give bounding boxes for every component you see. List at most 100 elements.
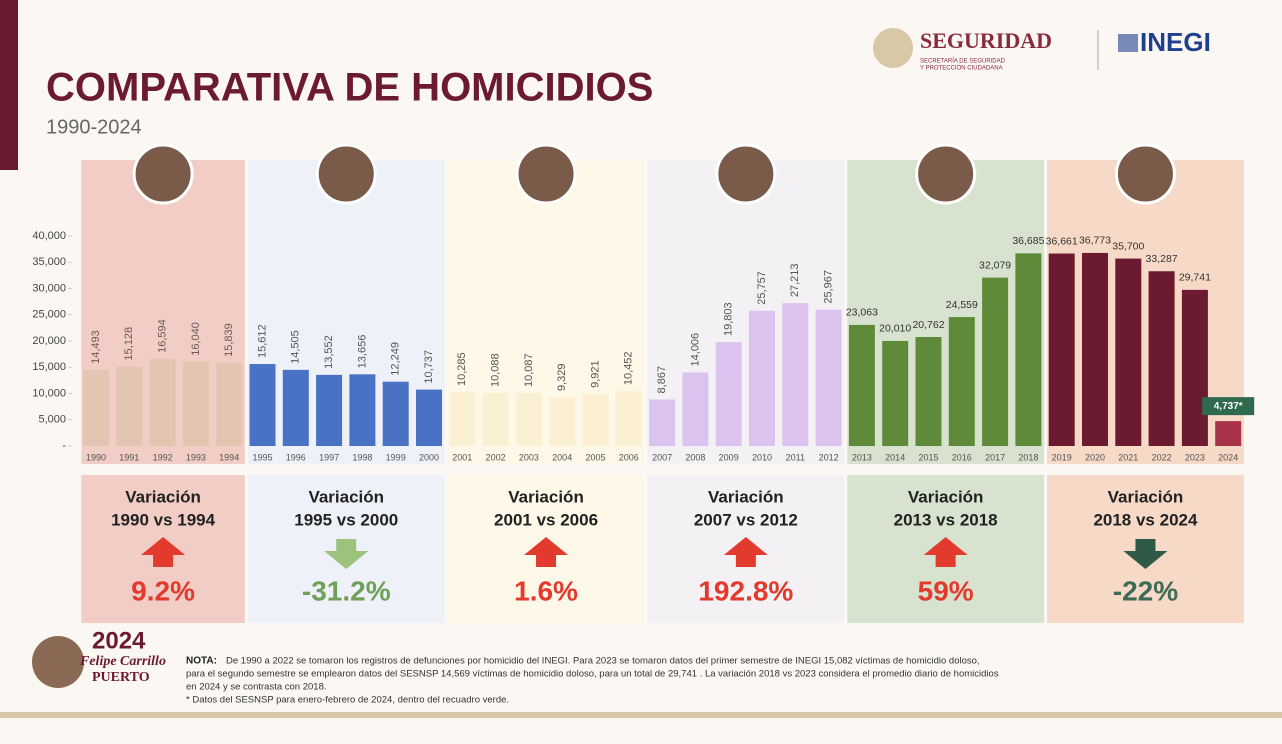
- x-tick-label: 2018: [1018, 452, 1038, 462]
- value-label: 25,757: [756, 271, 768, 305]
- note-label: NOTA:: [186, 656, 217, 667]
- bar: [749, 310, 775, 446]
- x-tick-label: 1996: [286, 452, 306, 462]
- note-line: De 1990 a 2022 se tomaron los registros …: [226, 656, 980, 667]
- x-tick-label: 2007: [652, 452, 672, 462]
- bar: [782, 303, 809, 446]
- x-tick-label: 2019: [1052, 452, 1072, 462]
- bar: [83, 369, 109, 446]
- x-tick-label: 2012: [819, 452, 839, 462]
- value-label: 10,737: [423, 350, 435, 384]
- x-tick-label: 1995: [252, 452, 272, 462]
- chart-title: COMPARATIVA DE HOMICIDIOS: [46, 66, 653, 110]
- x-tick-label: 1991: [119, 452, 139, 462]
- value-label: 27,213: [789, 263, 801, 297]
- logo-year: 2024: [92, 627, 146, 654]
- x-tick-label: 2003: [519, 452, 539, 462]
- bar: [615, 391, 642, 446]
- x-tick-label: 1999: [386, 452, 406, 462]
- x-tick-label: 2015: [918, 452, 938, 462]
- portrait: [132, 143, 194, 205]
- bar: [915, 336, 942, 446]
- x-tick-label: 2010: [752, 452, 772, 462]
- x-tick-label: 2017: [985, 452, 1005, 462]
- value-label: 10,452: [623, 351, 635, 385]
- x-tick-label: 1994: [219, 452, 239, 462]
- comparison-title: Variación: [908, 487, 984, 506]
- comparison-period: 1990 vs 1994: [111, 510, 216, 529]
- bar: [682, 372, 709, 446]
- bar: [1048, 253, 1075, 446]
- value-label: 9,329: [556, 363, 568, 391]
- x-tick-label: 2008: [685, 452, 705, 462]
- bar: [1082, 252, 1108, 446]
- y-tick-label: 5,000: [38, 414, 66, 426]
- logo-sub: SECRETARÍA DE SEGURIDAD: [920, 58, 1006, 65]
- portrait: [915, 143, 977, 205]
- value-label: 23,063: [846, 307, 878, 319]
- comparison-period: 2007 vs 2012: [694, 510, 798, 529]
- inegi-mark: [1118, 34, 1138, 52]
- bar: [1148, 271, 1175, 446]
- x-tick-label: 2022: [1152, 452, 1172, 462]
- value-label: 10,087: [523, 353, 535, 387]
- period-background: [1047, 160, 1244, 464]
- logo-name: Felipe Carrillo: [79, 654, 166, 669]
- value-label: 36,661: [1046, 235, 1078, 247]
- comparison-period: 1995 vs 2000: [294, 510, 398, 529]
- bar: [482, 393, 509, 446]
- comparison-period: 2013 vs 2018: [894, 510, 998, 529]
- value-label: 20,010: [879, 323, 911, 335]
- comparison-period: 2018 vs 2024: [1093, 510, 1198, 529]
- comparison-value: 1.6%: [514, 575, 578, 606]
- y-tick-label: 35,000: [32, 256, 66, 268]
- y-tick-label: 15,000: [32, 361, 66, 373]
- bar: [282, 369, 309, 446]
- bar: [249, 364, 276, 446]
- bar: [416, 389, 442, 446]
- portrait: [1114, 143, 1176, 205]
- x-tick-label: 1993: [186, 452, 206, 462]
- bar: [182, 361, 209, 446]
- bar: [382, 381, 409, 446]
- value-label: 9,921: [589, 360, 601, 388]
- comparison-title: Variación: [708, 487, 784, 506]
- bar: [1215, 421, 1242, 446]
- period-background: [447, 160, 645, 464]
- value-label: 24,559: [946, 299, 978, 311]
- comparison-title: Variación: [508, 487, 584, 506]
- arrow: [723, 537, 768, 567]
- x-tick-label: 2011: [786, 452, 805, 462]
- period-background: [647, 160, 845, 464]
- value-label: 14,505: [290, 330, 302, 364]
- value-label: 35,700: [1112, 240, 1144, 252]
- x-tick-label: 1998: [352, 452, 372, 462]
- value-label: 15,839: [223, 323, 235, 357]
- logo-inegi: INEGI: [1140, 27, 1211, 57]
- bar: [948, 317, 975, 446]
- bar: [1181, 289, 1208, 446]
- bar: [982, 277, 1009, 446]
- x-tick-label: 2021: [1118, 452, 1138, 462]
- bar: [1015, 253, 1042, 446]
- comparison-period: 2001 vs 2006: [494, 510, 598, 529]
- y-tick-label: 40,000: [32, 230, 66, 242]
- y-tick-label: 25,000: [32, 309, 66, 321]
- arrow: [141, 537, 186, 567]
- x-tick-label: 1992: [153, 452, 173, 462]
- chart-subtitle: 1990-2024: [46, 116, 142, 138]
- x-tick-label: 2016: [952, 452, 972, 462]
- x-tick-label: 1990: [86, 452, 106, 462]
- comparison-value: -22%: [1113, 575, 1178, 606]
- bar: [848, 324, 875, 446]
- value-label: 13,656: [356, 335, 368, 369]
- logo-sub: Y PROTECCIÓN CIUDADANA: [920, 65, 1003, 72]
- x-tick-label: 2004: [552, 452, 572, 462]
- plot: - 5,000 10,000 15,000 20,000 25,000 30,000 35,0…: [32, 143, 1255, 623]
- y-tick-label: 20,000: [32, 335, 66, 347]
- x-tick-label: 2002: [486, 452, 506, 462]
- x-tick-label: 2000: [419, 452, 439, 462]
- arrow: [923, 537, 968, 567]
- comparison-title: Variación: [125, 487, 201, 506]
